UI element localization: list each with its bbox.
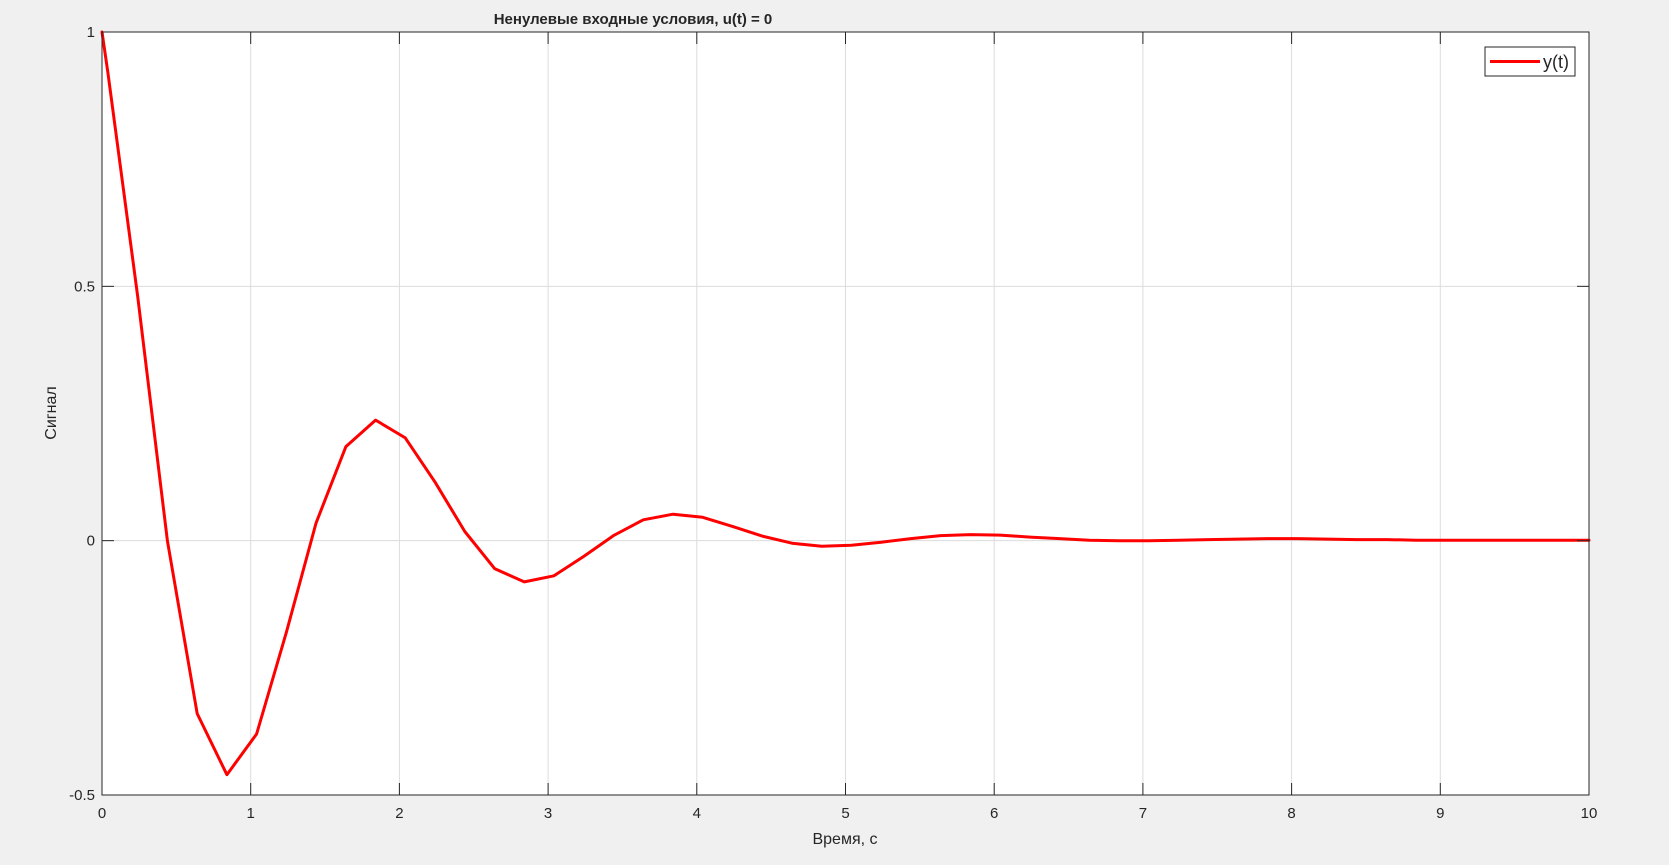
- y-tick-label: 0: [87, 533, 95, 550]
- legend[interactable]: y(t): [1484, 46, 1576, 77]
- y-tick-label: 1: [87, 24, 95, 41]
- legend-label-y: y(t): [1543, 52, 1569, 72]
- y-axis-label: Сигнал: [43, 386, 60, 439]
- ticks: [101, 31, 1590, 796]
- x-tick-label: 4: [693, 805, 701, 822]
- y-tick-label: 0.5: [74, 278, 95, 295]
- x-tick-label: 3: [544, 805, 552, 822]
- x-tick-label: 1: [247, 805, 255, 822]
- x-tick-label: 2: [395, 805, 403, 822]
- x-tick-label: 7: [1139, 805, 1147, 822]
- x-tick-label: 6: [990, 805, 998, 822]
- x-axis-label: Время, с: [812, 831, 877, 848]
- series-layer: [100, 30, 1591, 777]
- tick-labels: 0 1 2 3 4 5 6 7 8 9 10-0.500.51: [69, 24, 1597, 822]
- x-tick-label: 0: [98, 805, 106, 822]
- y-tick-label: -0.5: [69, 787, 95, 804]
- chart-title: Ненулевые входные условия, u(t) = 0: [494, 11, 773, 28]
- x-tick-label: 8: [1287, 805, 1295, 822]
- series-line-y: [100, 30, 1591, 777]
- x-tick-label: 10: [1581, 805, 1598, 822]
- x-tick-label: 9: [1436, 805, 1444, 822]
- x-tick-label: 5: [841, 805, 849, 822]
